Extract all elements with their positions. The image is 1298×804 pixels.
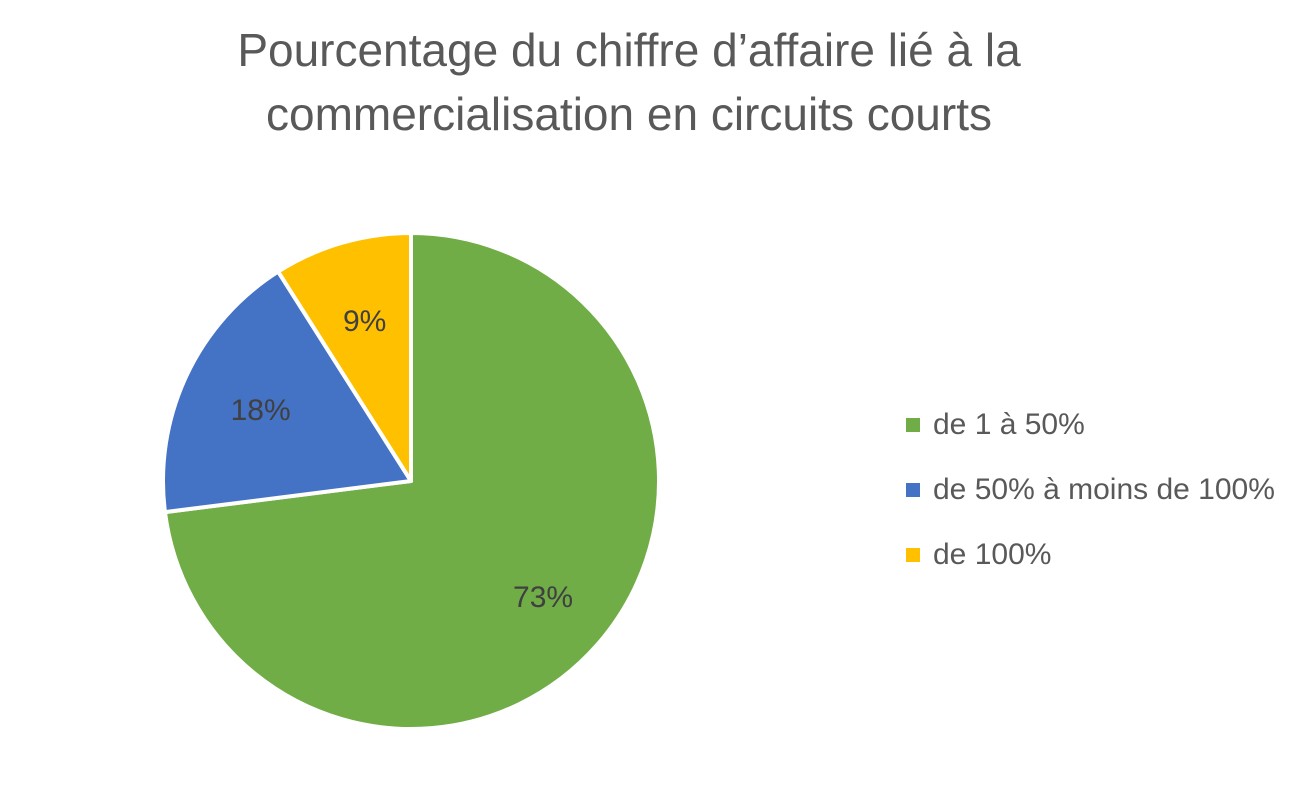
- legend-item: de 100%: [906, 522, 1275, 587]
- legend-label: de 1 à 50%: [933, 407, 1085, 441]
- chart-title-line-2: commercialisation en circuits courts: [265, 88, 992, 140]
- legend: de 1 à 50% de 50% à moins de 100% de 100…: [906, 392, 1275, 587]
- legend-item: de 1 à 50%: [906, 392, 1275, 457]
- chart-title-line-1: Pourcentage du chiffre d’affaire lié à l…: [237, 24, 1021, 76]
- legend-label: de 50% à moins de 100%: [933, 472, 1275, 506]
- pie-slice: [161, 269, 413, 515]
- legend-label: de 100%: [933, 537, 1052, 571]
- data-label: 18%: [231, 394, 291, 427]
- legend-item: de 50% à moins de 100%: [906, 457, 1275, 522]
- chart-title: Pourcentage du chiffre d’affaire lié à l…: [0, 18, 1258, 146]
- legend-swatch: [906, 547, 920, 562]
- pie-slice: [276, 231, 413, 483]
- data-label: 9%: [343, 305, 386, 338]
- data-label: 73%: [513, 581, 573, 614]
- legend-swatch: [906, 482, 920, 497]
- legend-swatch: [906, 417, 920, 432]
